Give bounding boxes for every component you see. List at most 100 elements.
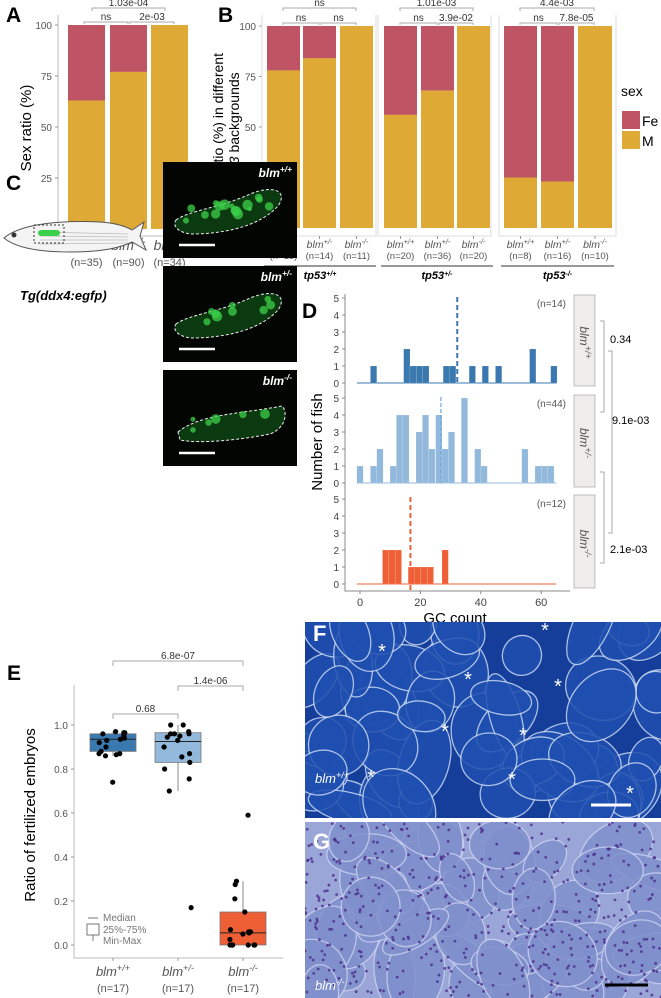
y-tick-label: 75 [41,72,53,83]
stained-nucleus [480,953,484,957]
stained-nucleus [578,910,582,914]
stained-nucleus [455,985,458,989]
stained-nucleus [627,900,631,904]
bar-fe [421,26,454,91]
stained-nucleus [620,908,624,912]
stained-nucleus [501,867,505,871]
stained-nucleus [625,953,629,956]
genotype-superscript: +/+ [336,770,349,780]
stained-nucleus [555,910,559,914]
histogram-bar [394,549,402,585]
stained-nucleus [565,910,568,914]
stained-nucleus [514,914,517,918]
stained-nucleus [639,945,643,948]
stained-nucleus [395,975,399,979]
stained-nucleus [439,959,443,963]
genotype-superscript: +/- [562,237,571,246]
stained-nucleus [602,916,606,920]
stained-nucleus [489,911,493,915]
stained-nucleus [574,919,577,923]
bar-m [303,58,336,228]
stained-nucleus [353,970,357,974]
stained-nucleus [627,863,630,867]
data-point [232,896,238,902]
p-value-label: 1.03e-04 [109,0,149,9]
stained-nucleus [452,990,455,993]
stained-nucleus [335,860,339,864]
stained-nucleus [550,983,553,987]
stained-nucleus [432,943,436,947]
stained-nucleus [477,823,481,826]
stained-nucleus [333,837,337,841]
y-tick-label: 75 [245,73,257,84]
y-tick-label: 100 [239,22,256,33]
stained-nucleus [506,915,510,919]
fish-stripe [39,235,129,238]
stained-nucleus [521,966,525,970]
stained-nucleus [315,839,319,843]
stained-nucleus [540,832,543,836]
stained-nucleus [344,934,347,937]
facet-strip [573,294,596,387]
stained-nucleus [419,857,423,860]
y-tick-label: 4 [333,512,339,523]
data-point [121,735,128,741]
cell-cluster [362,768,437,818]
stained-nucleus [368,861,372,865]
stained-nucleus [401,969,405,973]
stained-nucleus [332,919,336,923]
gfp-cell [242,199,253,211]
stained-nucleus [570,953,574,957]
sample-size-label: (n=20) [460,251,488,262]
gfp-cell [266,300,276,310]
y-tick-label: 2 [333,546,339,557]
significance-bracket [399,7,474,11]
histogram-bar [534,465,542,484]
gene-name: blm [263,374,285,388]
x-tick-label: blm+/+ [387,237,415,252]
gfp-cell [212,200,219,207]
stained-nucleus [561,940,565,944]
stained-nucleus [624,915,628,918]
stained-nucleus [440,878,443,882]
panel-label-c: C [6,172,21,195]
data-point [186,776,192,782]
stained-nucleus [388,829,392,833]
panel-label-g: G [313,829,330,854]
stained-nucleus [355,921,358,925]
y-tick-label: 3 [333,529,339,540]
facet-strip [573,394,596,488]
significance-bracket [282,22,320,25]
stained-nucleus [549,928,553,932]
y-tick-label: 5 [333,294,339,305]
y-tick-label: 1.0 [54,721,68,732]
stained-nucleus [546,952,550,956]
data-point [166,788,172,794]
stained-nucleus [505,943,508,947]
asterisk-marker: * [464,669,472,691]
histogram-bar [481,365,489,384]
y-tick-label: 0 [333,379,339,390]
stained-nucleus [602,882,606,886]
stained-nucleus [482,990,485,993]
gene-name: blm [259,166,281,180]
stained-nucleus [504,822,508,824]
p-value-label: ns [533,13,544,24]
gfp-cell [259,305,268,315]
stained-nucleus [447,902,451,905]
histogram-bar [356,465,364,484]
data-point [164,734,170,740]
gene-name: blm [96,964,117,979]
p-value-label: ns [101,12,112,23]
stained-nucleus [537,906,541,910]
gene-name: blm [315,771,336,786]
stained-nucleus [625,941,629,945]
stained-nucleus [626,886,630,890]
significance-bracket [519,22,558,25]
genotype-superscript: +/+ [117,963,130,973]
gene-name: tp53 [543,270,566,282]
stained-nucleus [442,822,445,826]
stained-nucleus [449,970,453,973]
stained-nucleus [394,928,398,932]
stained-nucleus [587,955,591,959]
